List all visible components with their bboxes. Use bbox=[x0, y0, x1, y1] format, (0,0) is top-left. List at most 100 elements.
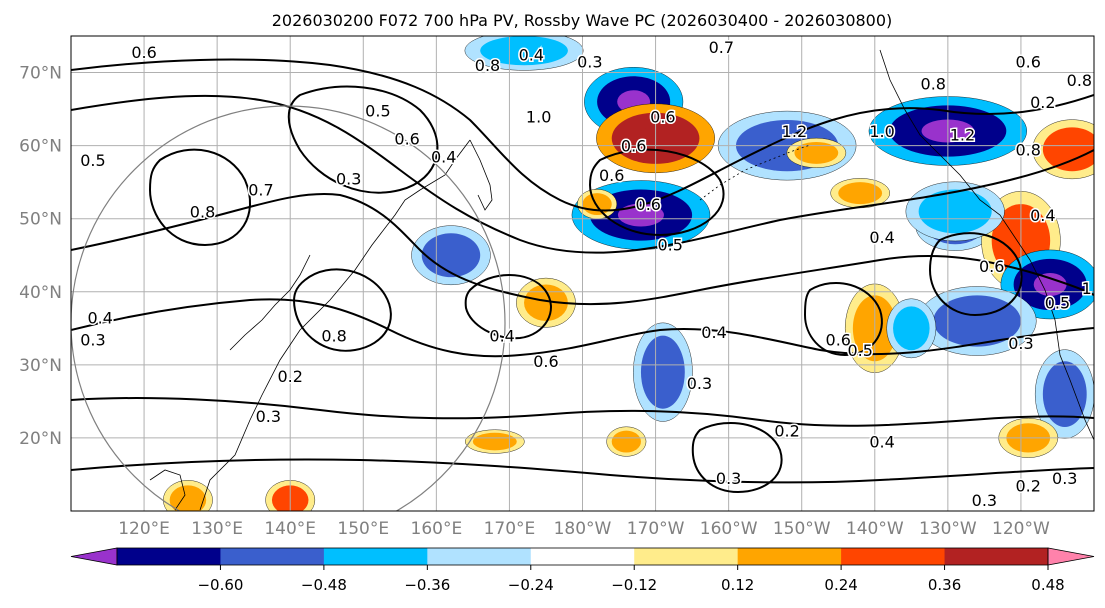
pv-anomaly bbox=[918, 189, 992, 234]
pv-contour bbox=[588, 148, 725, 237]
latitude-label: 50°N bbox=[19, 210, 62, 230]
contour-label: 0.6 bbox=[599, 166, 624, 185]
colorbar-tick-label: −0.12 bbox=[611, 576, 657, 594]
contour-label: 0.8 bbox=[190, 202, 215, 221]
pv-contour bbox=[71, 458, 1094, 484]
longitude-label: 180°W bbox=[554, 519, 612, 539]
contour-label: 0.4 bbox=[1030, 206, 1055, 225]
pv-anomaly bbox=[524, 284, 568, 321]
pv-anomaly bbox=[794, 141, 839, 164]
latitude-label: 40°N bbox=[19, 283, 62, 303]
colorbar-tick-label: −0.60 bbox=[197, 576, 243, 594]
colorbar-segment bbox=[737, 548, 842, 565]
pv-contour bbox=[71, 298, 1094, 358]
colorbar-tick-label: −0.24 bbox=[508, 576, 554, 594]
pv-contour bbox=[71, 94, 1094, 254]
coastline-aleutians bbox=[699, 144, 811, 201]
pv-contour bbox=[293, 268, 392, 352]
coastline-north-america-west bbox=[1009, 229, 1094, 441]
longitude-label: 130°E bbox=[191, 519, 243, 539]
colorbar-segment bbox=[841, 548, 946, 565]
contour-label: 0.8 bbox=[921, 75, 946, 94]
colorbar-extend-low bbox=[70, 547, 118, 566]
pv-anomaly bbox=[933, 295, 1021, 347]
contour-label: 0.2 bbox=[1016, 476, 1041, 495]
figure-title: 2026030200 F072 700 hPa PV, Rossby Wave … bbox=[272, 11, 893, 30]
contour-label: 1.2 bbox=[950, 126, 975, 145]
colorbar-tick-label: 0.24 bbox=[824, 576, 857, 594]
gridlines bbox=[71, 36, 1094, 511]
contour-label: 0.8 bbox=[1016, 140, 1041, 159]
contour-label: 0.5 bbox=[365, 102, 390, 121]
contour-label: 0.5 bbox=[1045, 294, 1070, 313]
colorbar-segment bbox=[323, 548, 428, 565]
contour-label: 0.6 bbox=[1016, 53, 1041, 72]
colorbar-segment bbox=[634, 548, 739, 565]
colorbar-segment bbox=[220, 548, 325, 565]
pv-anomaly bbox=[838, 182, 883, 205]
longitude-label: 150°W bbox=[773, 519, 831, 539]
contour-label: 0.3 bbox=[1008, 334, 1033, 353]
contour-label: 0.8 bbox=[1067, 71, 1092, 90]
contour-label: 0.6 bbox=[636, 195, 661, 214]
contour-label: 1.0 bbox=[869, 122, 894, 141]
pv-anomaly bbox=[640, 335, 685, 409]
contour-label: 0.4 bbox=[869, 433, 894, 452]
pv-contour bbox=[803, 281, 883, 357]
contour-label: 0.7 bbox=[709, 38, 734, 57]
contour-label: 0.6 bbox=[621, 137, 646, 156]
contour-label: 0.6 bbox=[979, 257, 1004, 276]
contour-label: 0.3 bbox=[1052, 469, 1077, 488]
pv-contours bbox=[71, 58, 1094, 494]
colorbar-tick-label: 0.36 bbox=[928, 576, 961, 594]
coastline-alaska bbox=[879, 49, 1011, 231]
pv-anomaly-core bbox=[1033, 272, 1067, 296]
contour-label: 0.6 bbox=[131, 43, 156, 62]
longitude-label: 120°E bbox=[118, 519, 170, 539]
contour-label: 0.3 bbox=[972, 491, 997, 510]
contour-label: 0.4 bbox=[701, 323, 726, 342]
contour-label: 1.2 bbox=[782, 122, 807, 141]
latitude-label: 20°N bbox=[19, 429, 62, 449]
pv-anomaly bbox=[611, 430, 641, 453]
colorbar-segment bbox=[944, 548, 1049, 565]
pv-anomaly bbox=[169, 485, 207, 511]
pv-contour bbox=[464, 274, 552, 340]
contour-label: 0.8 bbox=[475, 56, 500, 75]
pv-anomaly-core bbox=[617, 203, 664, 227]
contour-labels: 0.6 0.4 0.30.80.70.80.60.80.21.00.50.60.40… bbox=[79, 36, 1094, 511]
longitude-label: 160°E bbox=[411, 519, 463, 539]
pv-contour bbox=[287, 85, 439, 194]
colorbar-segment bbox=[530, 548, 635, 565]
contour-label: 0.3 bbox=[716, 469, 741, 488]
contour-label: 0.4 bbox=[489, 327, 514, 346]
colorbar-tick-label: −0.48 bbox=[301, 576, 347, 594]
pv-anomaly bbox=[893, 306, 930, 351]
contour-label: 0.5 bbox=[847, 341, 872, 360]
pv-anomaly bbox=[582, 193, 612, 216]
pv-contour bbox=[691, 422, 783, 494]
contour-label: 0.6 bbox=[394, 129, 419, 148]
contour-label: 0.4 bbox=[431, 148, 456, 167]
longitude-label: 120°W bbox=[992, 519, 1050, 539]
contour-label: 0.6 bbox=[826, 330, 851, 349]
pv-contour bbox=[71, 58, 1094, 212]
contour-label: 0.2 bbox=[774, 422, 799, 441]
contour-label: 0.5 bbox=[80, 151, 105, 170]
contour-label: 0.6 bbox=[650, 107, 675, 126]
latitude-label: 30°N bbox=[19, 356, 62, 376]
pv-anomaly bbox=[421, 233, 481, 278]
colorbar-frame bbox=[116, 547, 1049, 566]
latitude-label: 70°N bbox=[19, 64, 62, 84]
pv-contour bbox=[71, 397, 1094, 427]
contour-label: 0.5 bbox=[657, 235, 682, 254]
longitude-label: 170°E bbox=[484, 519, 536, 539]
contour-label: 0.3 bbox=[577, 53, 602, 72]
coastline-kamchatka bbox=[469, 139, 493, 211]
contour-label: 0.3 bbox=[336, 170, 361, 189]
contour-label: 0.7 bbox=[248, 180, 273, 199]
longitude-label: 150°E bbox=[337, 519, 389, 539]
contour-label: 0.4 bbox=[519, 45, 544, 64]
colorbar-extend-high bbox=[1047, 547, 1095, 566]
